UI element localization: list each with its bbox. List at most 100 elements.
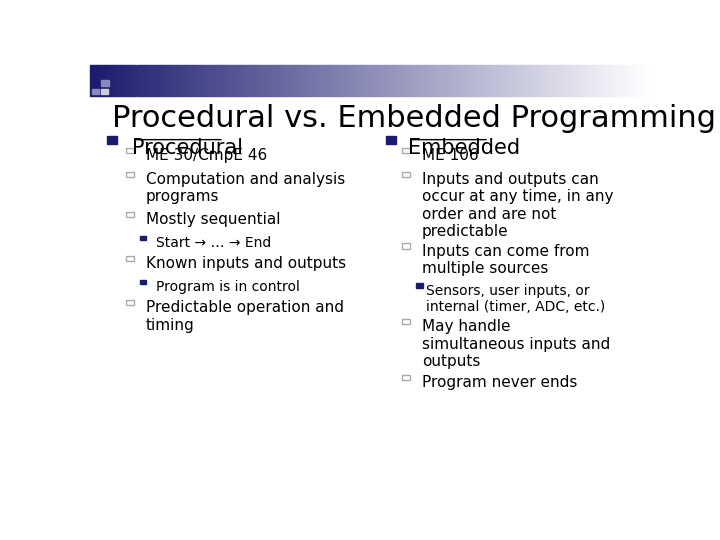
Bar: [633, 65, 635, 96]
Bar: [637, 65, 639, 96]
Bar: [224, 65, 226, 96]
Bar: [360, 65, 361, 96]
Bar: [259, 65, 261, 96]
FancyBboxPatch shape: [126, 212, 133, 217]
Bar: [395, 65, 397, 96]
Bar: [140, 280, 146, 285]
Bar: [205, 65, 207, 96]
Bar: [339, 65, 341, 96]
Bar: [469, 65, 472, 96]
Bar: [466, 65, 467, 96]
Bar: [438, 65, 440, 96]
Bar: [459, 65, 460, 96]
Bar: [96, 65, 97, 96]
Bar: [324, 65, 326, 96]
Bar: [531, 65, 533, 96]
Bar: [514, 65, 516, 96]
Text: Start → … → End: Start → … → End: [156, 236, 271, 250]
Bar: [374, 65, 377, 96]
Bar: [272, 65, 274, 96]
Bar: [101, 65, 103, 96]
FancyBboxPatch shape: [402, 319, 410, 324]
Bar: [151, 65, 153, 96]
Text: Computation and analysis
programs: Computation and analysis programs: [145, 172, 345, 205]
Bar: [198, 65, 199, 96]
Bar: [380, 65, 382, 96]
Bar: [313, 65, 315, 96]
Bar: [107, 136, 117, 144]
Bar: [217, 65, 218, 96]
Bar: [336, 65, 338, 96]
Bar: [341, 65, 343, 96]
Text: Inputs and outputs can
occur at any time, in any
order and are not
predictable: Inputs and outputs can occur at any time…: [422, 172, 613, 239]
Bar: [144, 65, 145, 96]
Bar: [624, 65, 626, 96]
Bar: [276, 65, 278, 96]
Bar: [392, 65, 393, 96]
Bar: [163, 65, 164, 96]
Bar: [213, 65, 215, 96]
Bar: [549, 65, 552, 96]
Bar: [266, 65, 269, 96]
Bar: [240, 65, 243, 96]
Bar: [271, 65, 272, 96]
Bar: [192, 65, 194, 96]
Bar: [427, 65, 428, 96]
Bar: [555, 65, 557, 96]
Bar: [364, 65, 365, 96]
Bar: [495, 65, 498, 96]
Bar: [354, 65, 356, 96]
Bar: [256, 65, 258, 96]
Bar: [639, 65, 641, 96]
Bar: [361, 65, 364, 96]
Bar: [99, 65, 101, 96]
Bar: [534, 65, 536, 96]
Bar: [631, 65, 633, 96]
Bar: [479, 65, 481, 96]
Bar: [523, 65, 526, 96]
Bar: [323, 65, 324, 96]
Bar: [456, 65, 458, 96]
Text: Predictable operation and
timing: Predictable operation and timing: [145, 300, 344, 333]
Bar: [432, 65, 434, 96]
Bar: [253, 65, 256, 96]
Bar: [406, 65, 408, 96]
Bar: [607, 65, 609, 96]
Bar: [413, 65, 415, 96]
Bar: [547, 65, 549, 96]
Bar: [622, 65, 624, 96]
Bar: [628, 65, 629, 96]
Bar: [307, 65, 310, 96]
FancyBboxPatch shape: [402, 147, 410, 153]
Bar: [369, 65, 371, 96]
Text: ME 30/CmpE 46: ME 30/CmpE 46: [145, 148, 267, 163]
Bar: [440, 65, 441, 96]
Bar: [434, 65, 436, 96]
Bar: [616, 65, 618, 96]
Bar: [170, 65, 172, 96]
Bar: [150, 65, 151, 96]
Bar: [347, 65, 348, 96]
Bar: [485, 65, 486, 96]
Bar: [575, 65, 577, 96]
Bar: [490, 65, 492, 96]
Bar: [164, 65, 166, 96]
Bar: [222, 65, 224, 96]
Bar: [449, 65, 451, 96]
Bar: [129, 65, 131, 96]
Bar: [189, 65, 190, 96]
Bar: [220, 65, 222, 96]
Bar: [482, 65, 485, 96]
Bar: [179, 65, 181, 96]
Bar: [386, 136, 396, 144]
Bar: [345, 65, 347, 96]
Bar: [445, 65, 447, 96]
Bar: [428, 65, 431, 96]
Bar: [444, 65, 445, 96]
Bar: [499, 65, 501, 96]
Bar: [588, 65, 590, 96]
Bar: [233, 65, 235, 96]
Bar: [330, 65, 332, 96]
Bar: [581, 65, 583, 96]
FancyBboxPatch shape: [402, 375, 410, 380]
